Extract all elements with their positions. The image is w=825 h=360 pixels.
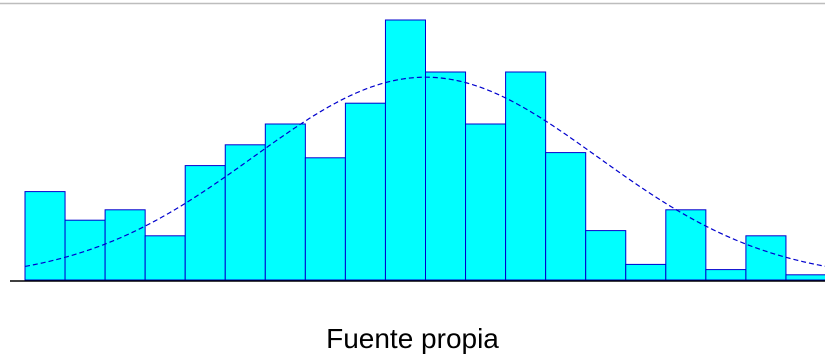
histogram-bar-11 bbox=[425, 71, 467, 281]
histogram-bar-9 bbox=[344, 102, 386, 281]
histogram-bar-6 bbox=[224, 144, 266, 281]
histogram-bar-13 bbox=[505, 71, 547, 281]
histogram-bar-19 bbox=[745, 235, 787, 281]
histogram-bars bbox=[24, 19, 825, 281]
histogram-bar-3 bbox=[104, 209, 146, 281]
histogram-bar-16 bbox=[625, 263, 667, 281]
histogram-bar-8 bbox=[304, 157, 346, 281]
histogram-chart bbox=[0, 2, 825, 282]
histogram-bar-20 bbox=[785, 274, 825, 281]
histogram-bar-10 bbox=[384, 19, 427, 281]
normal-curve bbox=[24, 76, 825, 268]
histogram-bar-12 bbox=[465, 123, 507, 281]
histogram-bar-4 bbox=[144, 235, 186, 281]
histogram-bar-18 bbox=[705, 269, 747, 281]
histogram-bar-2 bbox=[64, 219, 106, 281]
histogram-bar-1 bbox=[24, 191, 66, 281]
histogram-bar-5 bbox=[184, 165, 226, 281]
histogram-bar-14 bbox=[545, 152, 587, 281]
histogram-bar-7 bbox=[264, 123, 306, 281]
histogram-bar-17 bbox=[665, 209, 707, 281]
histogram-bar-15 bbox=[585, 230, 627, 281]
figure-caption: Fuente propia bbox=[326, 323, 499, 354]
